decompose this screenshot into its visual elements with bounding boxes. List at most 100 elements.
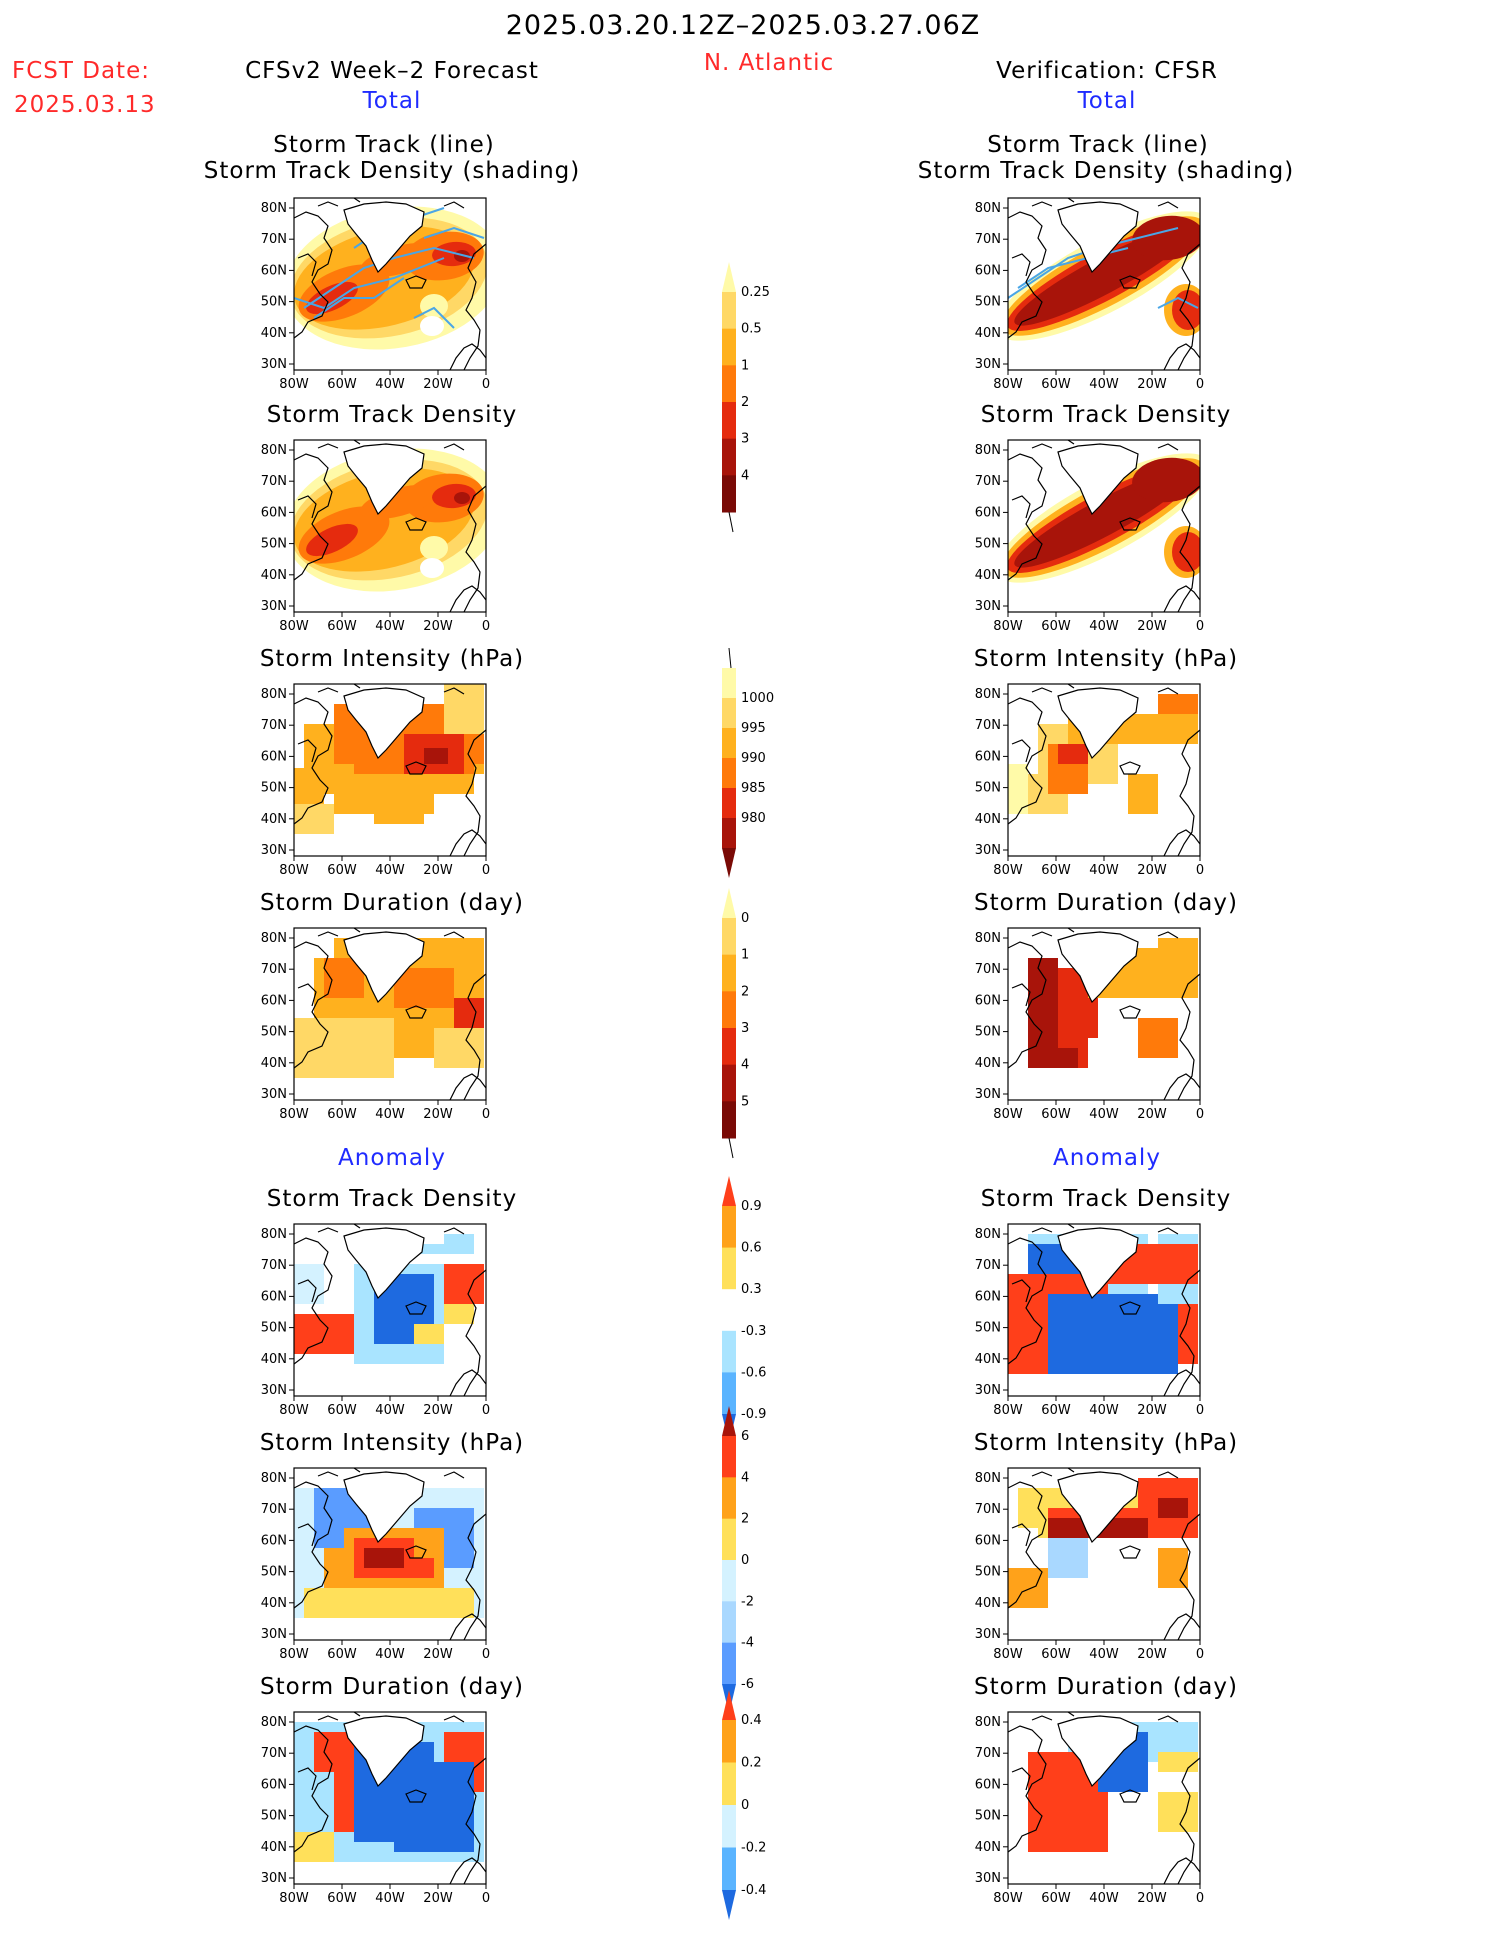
y-tick-label: 60N <box>261 749 287 764</box>
x-tick-label: 40W <box>1089 619 1119 634</box>
x-tick-label: 40W <box>1089 863 1119 878</box>
y-tick-label: 50N <box>975 1321 1001 1336</box>
colorbar-label: -0.9 <box>741 1407 766 1422</box>
x-tick-label: 0 <box>1196 1107 1204 1122</box>
colorbar-label: 0 <box>741 1798 749 1813</box>
map-svg-duration-anom-right: 80W 60W 40W 20W 0 80N 70N 60N 50N 40N 30N <box>975 1711 1204 1906</box>
map-panel-duration-anom-left: 80W 60W 40W 20W 0 80N 70N 60N 50N 40N 30N <box>254 1711 506 1914</box>
map-panel-intensity-total-right: 80W 60W 40W 20W 0 80N 70N 60N 50N 40N 30N <box>968 683 1220 886</box>
y-tick-label: 50N <box>975 1809 1001 1824</box>
map-svg-density-total-left: 80W 60W 40W 20W 0 80N 70N 60N 50N 40N 30N <box>261 439 490 634</box>
colorbar-intensity_total: 1000 995 990 985 980 <box>718 647 798 918</box>
map-panel-track-left: 80W 60W 40W 20W 0 80N 70N 60N 50N 40N 30N <box>254 197 506 400</box>
x-tick-label: 40W <box>375 377 405 392</box>
x-tick-label: 20W <box>423 619 453 634</box>
y-tick-label: 40N <box>261 568 287 583</box>
y-tick-label: 30N <box>975 1627 1001 1642</box>
x-tick-label: 80W <box>279 863 309 878</box>
colorbar-label: 3 <box>741 1021 749 1036</box>
colorbar-label: 0.3 <box>741 1282 762 1297</box>
y-tick-label: 60N <box>261 1289 287 1304</box>
x-tick-label: 20W <box>423 377 453 392</box>
y-tick-label: 70N <box>975 474 1001 489</box>
map-panel-duration-total-left: 80W 60W 40W 20W 0 80N 70N 60N 50N 40N 30N <box>254 927 506 1130</box>
y-tick-label: 40N <box>975 1840 1001 1855</box>
colorbar-label: 0 <box>741 911 749 926</box>
title-duration-anom-right: Storm Duration (day) <box>974 1674 1238 1700</box>
x-tick-label: 0 <box>482 1891 490 1906</box>
map-panel-intensity-total-left: 80W 60W 40W 20W 0 80N 70N 60N 50N 40N 30N <box>254 683 506 886</box>
colorbar-label: -0.6 <box>741 1365 766 1380</box>
colorbar-label: 0.5 <box>741 322 762 337</box>
x-tick-label: 60W <box>1041 1107 1071 1122</box>
y-tick-label: 40N <box>975 1352 1001 1367</box>
y-tick-label: 80N <box>975 1715 1001 1730</box>
map-svg-intensity-total-right: 80W 60W 40W 20W 0 80N 70N 60N 50N 40N 30N <box>975 683 1204 878</box>
title-density-anom-right: Storm Track Density <box>980 1186 1232 1212</box>
y-tick-label: 50N <box>261 537 287 552</box>
anomaly-label-right: Anomaly <box>1053 1145 1161 1171</box>
colorbar-label: -0.3 <box>741 1324 766 1339</box>
y-tick-label: 80N <box>975 687 1001 702</box>
y-tick-label: 70N <box>261 1746 287 1761</box>
y-tick-label: 30N <box>975 1087 1001 1102</box>
x-tick-label: 20W <box>1137 377 1167 392</box>
map-svg-duration-total-right: 80W 60W 40W 20W 0 80N 70N 60N 50N 40N 30N <box>975 927 1204 1122</box>
x-tick-label: 40W <box>1089 1403 1119 1418</box>
map-panel-duration-total-right: 80W 60W 40W 20W 0 80N 70N 60N 50N 40N 30N <box>968 927 1220 1130</box>
y-tick-label: 70N <box>261 232 287 247</box>
x-tick-label: 60W <box>327 619 357 634</box>
y-tick-label: 40N <box>261 1596 287 1611</box>
colorbar-label: -0.2 <box>741 1841 766 1856</box>
y-tick-label: 70N <box>975 1258 1001 1273</box>
colorbar-label: 6 <box>741 1429 749 1444</box>
x-tick-label: 60W <box>1041 1891 1071 1906</box>
title-duration-total-right: Storm Duration (day) <box>974 890 1238 916</box>
y-tick-label: 30N <box>975 1383 1001 1398</box>
x-tick-label: 60W <box>327 377 357 392</box>
x-tick-label: 40W <box>375 619 405 634</box>
x-tick-label: 20W <box>1137 619 1167 634</box>
colorbar-label: 0.25 <box>741 285 770 300</box>
y-tick-label: 70N <box>261 474 287 489</box>
title-track-shading-left: Storm Track Density (shading) <box>203 158 581 184</box>
y-tick-label: 70N <box>261 1502 287 1517</box>
y-tick-label: 50N <box>261 1025 287 1040</box>
x-tick-label: 20W <box>1137 1647 1167 1662</box>
y-tick-label: 80N <box>975 201 1001 216</box>
x-tick-label: 0 <box>1196 1891 1204 1906</box>
title-track-shading-right: Storm Track Density (shading) <box>917 158 1295 184</box>
x-tick-label: 60W <box>1041 377 1071 392</box>
map-svg-density-anom-left: 80W 60W 40W 20W 0 80N 70N 60N 50N 40N 30N <box>261 1223 490 1418</box>
y-tick-label: 50N <box>975 781 1001 796</box>
colorbar-duration_anom: 0.4 0.2 0 -0.2 -0.4 <box>718 1690 798 1960</box>
x-tick-label: 40W <box>375 1891 405 1906</box>
x-tick-label: 80W <box>993 1891 1023 1906</box>
x-tick-label: 20W <box>423 1107 453 1122</box>
colorbar-label: 0.6 <box>741 1241 762 1256</box>
y-tick-label: 80N <box>261 1227 287 1242</box>
title-intensity-total-right: Storm Intensity (hPa) <box>973 646 1239 672</box>
region-title: N. Atlantic <box>703 50 835 76</box>
x-tick-label: 60W <box>327 1647 357 1662</box>
map-panel-duration-anom-right: 80W 60W 40W 20W 0 80N 70N 60N 50N 40N 30N <box>968 1711 1220 1914</box>
map-panel-density-total-left: 80W 60W 40W 20W 0 80N 70N 60N 50N 40N 30N <box>254 439 506 642</box>
colorbar-label: 4 <box>741 468 749 483</box>
y-tick-label: 80N <box>261 1715 287 1730</box>
y-tick-label: 30N <box>261 1383 287 1398</box>
map-svg-track-right: 80W 60W 40W 20W 0 80N 70N 60N 50N 40N 30N <box>975 197 1204 392</box>
x-tick-label: 0 <box>482 863 490 878</box>
y-tick-label: 30N <box>975 1871 1001 1886</box>
colorbar-duration_total: 0 1 2 3 4 5 <box>718 888 798 1178</box>
map-svg-intensity-total-left: 80W 60W 40W 20W 0 80N 70N 60N 50N 40N 30N <box>261 683 490 878</box>
y-tick-label: 30N <box>261 1871 287 1886</box>
x-tick-label: 0 <box>1196 863 1204 878</box>
period-title: 2025.03.20.12Z–2025.03.27.06Z <box>505 10 981 41</box>
verification-title: Verification: CFSR <box>996 58 1218 84</box>
title-duration-total-left: Storm Duration (day) <box>260 890 524 916</box>
x-tick-label: 0 <box>1196 619 1204 634</box>
map-svg-density-total-right: 80W 60W 40W 20W 0 80N 70N 60N 50N 40N 30N <box>975 439 1204 634</box>
y-tick-label: 80N <box>975 1471 1001 1486</box>
x-tick-label: 80W <box>993 1647 1023 1662</box>
y-tick-label: 30N <box>261 357 287 372</box>
